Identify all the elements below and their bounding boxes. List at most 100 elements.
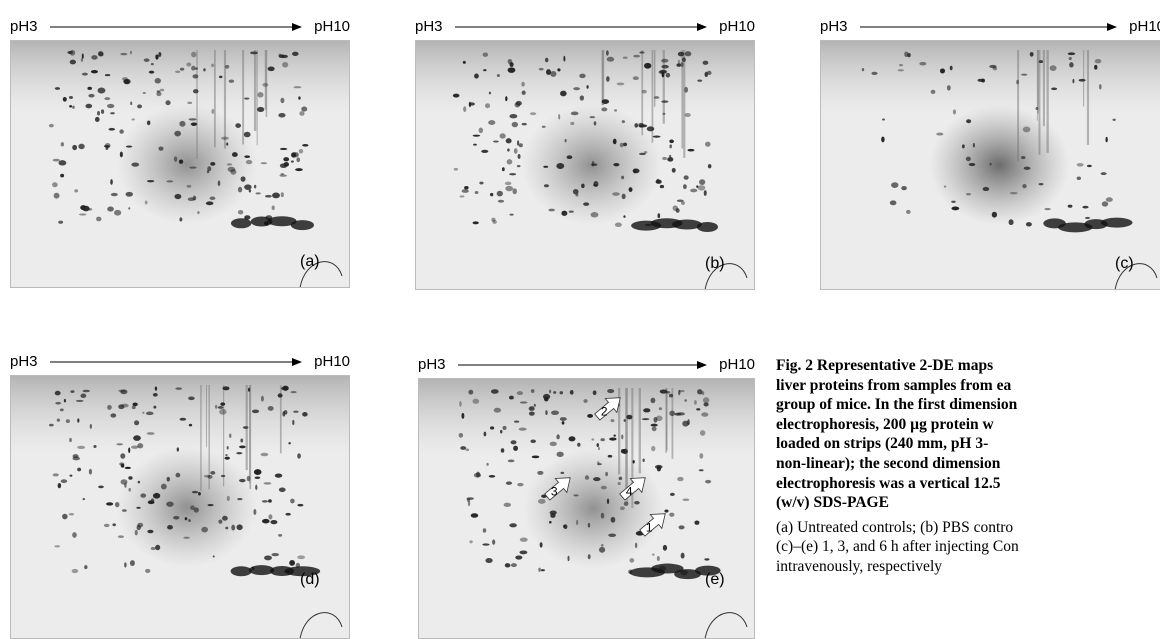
- spot: [270, 520, 277, 524]
- spot: [289, 560, 295, 566]
- spot: [506, 138, 512, 143]
- caption-body-line: intravenously, respectively: [776, 557, 1160, 577]
- gel-panel: pH3pH10(b): [415, 10, 755, 290]
- spot: [131, 445, 139, 448]
- spot: [505, 186, 513, 191]
- spot: [598, 447, 600, 450]
- caption-body-line: (c)–(e) 1, 3, and 6 h after injecting Co…: [776, 537, 1160, 557]
- spot: [483, 69, 486, 71]
- spot: [489, 92, 491, 95]
- spot: [570, 122, 574, 125]
- spot: [147, 180, 154, 182]
- spot: [1026, 222, 1032, 226]
- spot: [282, 62, 288, 68]
- spot: [72, 569, 79, 573]
- spot: [621, 435, 623, 440]
- spot: [708, 164, 712, 168]
- spot: [104, 97, 110, 100]
- spot: [98, 51, 103, 56]
- spot: [225, 527, 228, 530]
- spot: [175, 387, 182, 389]
- spot: [58, 160, 66, 165]
- spot: [462, 189, 469, 193]
- spot: [543, 166, 548, 168]
- spot: [613, 163, 619, 166]
- spot: [237, 524, 243, 530]
- spot: [131, 163, 139, 167]
- spot: [701, 391, 704, 395]
- spot: [145, 569, 150, 573]
- spot: [299, 149, 303, 154]
- spot: [700, 430, 705, 436]
- spot: [622, 120, 625, 123]
- spot: [288, 442, 291, 444]
- spot: [571, 112, 579, 116]
- spot: [1039, 183, 1044, 185]
- spot: [615, 223, 622, 228]
- spot: [507, 159, 513, 164]
- spot: [699, 179, 705, 185]
- spot: [704, 558, 709, 560]
- spot: [255, 477, 261, 479]
- spot: [520, 401, 528, 403]
- spot: [498, 200, 504, 203]
- spot: [599, 547, 605, 553]
- spot: [623, 56, 628, 58]
- spot: [453, 94, 460, 98]
- ph-axis: pH3pH10: [418, 348, 755, 378]
- spot: [601, 544, 604, 547]
- spot: [239, 479, 246, 482]
- spot: [556, 163, 564, 169]
- spot: [468, 390, 473, 395]
- spot: [983, 187, 990, 191]
- spot: [517, 391, 523, 395]
- spot: [594, 121, 597, 125]
- spot: [1099, 84, 1102, 90]
- spot: [272, 206, 275, 211]
- spot: [140, 493, 146, 497]
- spot: [1095, 59, 1102, 63]
- spot: [232, 152, 238, 157]
- caption-body-line: (a) Untreated controls; (b) PBS contro: [776, 518, 1160, 538]
- spot: [153, 406, 156, 409]
- spot: [605, 472, 608, 476]
- spot: [1010, 192, 1018, 194]
- spot: [160, 89, 164, 92]
- spot: [250, 52, 258, 55]
- spot: [1069, 57, 1072, 60]
- spot: [583, 399, 587, 403]
- gel-blob: [523, 449, 663, 569]
- spot: [254, 469, 262, 475]
- spot: [463, 61, 466, 64]
- spot: [593, 477, 601, 481]
- spot: [482, 543, 489, 545]
- spot: [192, 491, 198, 493]
- spot: [633, 76, 639, 80]
- spot: [63, 97, 67, 102]
- spot: [124, 80, 130, 84]
- spot: [93, 445, 96, 448]
- spot: [122, 509, 127, 512]
- spot: [180, 68, 184, 71]
- spot: [176, 473, 181, 478]
- spot: [621, 176, 624, 180]
- spot: [522, 123, 527, 126]
- spot: [633, 460, 635, 463]
- spot: [297, 504, 303, 507]
- spot: [705, 480, 711, 484]
- spot: [77, 418, 79, 422]
- spot: [193, 74, 199, 78]
- spot: [137, 525, 141, 530]
- band-spot: [231, 218, 251, 228]
- spot: [651, 424, 658, 427]
- spot: [673, 205, 679, 211]
- spot: [155, 545, 160, 550]
- spot: [284, 162, 289, 167]
- spot: [683, 184, 687, 189]
- spot: [678, 52, 684, 57]
- spot: [55, 391, 61, 396]
- spot: [61, 479, 67, 483]
- gel-image: (a): [10, 40, 350, 288]
- spot: [191, 52, 196, 58]
- spot: [69, 438, 72, 442]
